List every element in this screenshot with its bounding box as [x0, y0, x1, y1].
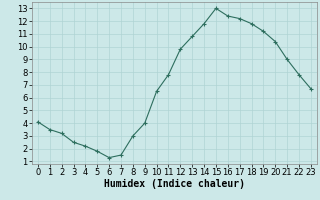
X-axis label: Humidex (Indice chaleur): Humidex (Indice chaleur): [104, 179, 245, 189]
